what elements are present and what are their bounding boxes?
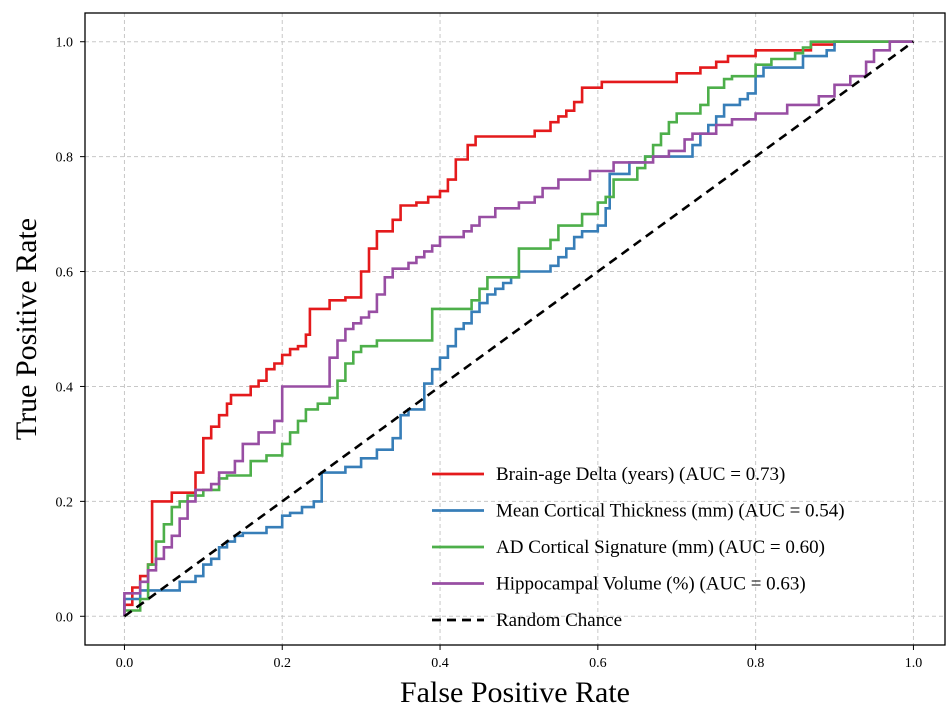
legend-label-1: Brain-age Delta (years) (AUC = 0.73)	[496, 464, 785, 485]
series-layer	[123, 40, 915, 618]
x-tick-label: 0.6	[589, 656, 607, 671]
legend-label-5: Random Chance	[496, 610, 622, 631]
y-tick-label: 0.0	[56, 610, 74, 625]
y-tick-label: 0.2	[56, 495, 74, 510]
x-tick-label: 0.4	[431, 656, 449, 671]
y-tick-label: 0.6	[56, 266, 74, 281]
legend-label-3: AD Cortical Signature (mm) (AUC = 0.60)	[496, 537, 825, 558]
y-axis-label: True Positive Rate	[10, 218, 43, 440]
series-line-2	[123, 40, 914, 617]
x-tick-label: 0.2	[273, 656, 291, 671]
ticks: 0.0 0.2 0.4 0.6 0.8 1.0 0.0 0.2 0.4 0.6 0.8 1.0	[56, 36, 923, 671]
x-tick-label: 0.0	[116, 656, 134, 671]
series-line-4	[123, 40, 914, 617]
y-tick-label: 1.0	[56, 36, 74, 51]
legend-label-2: Mean Cortical Thickness (mm) (AUC = 0.54…	[496, 501, 845, 522]
legend-label-4: Hippocampal Volume (%) (AUC = 0.63)	[496, 574, 806, 595]
series-line-1	[123, 40, 914, 617]
y-tick-label: 0.4	[56, 380, 74, 395]
x-tick-label: 0.8	[747, 656, 765, 671]
x-axis-label: False Positive Rate	[400, 676, 630, 707]
plot-frame	[84, 12, 946, 646]
x-tick-label: 1.0	[905, 656, 923, 671]
series-line-5	[123, 40, 915, 618]
y-tick-label: 0.8	[56, 151, 74, 166]
legend: Brain-age Delta (years) (AUC = 0.73) Mean…	[432, 464, 845, 631]
grid	[85, 13, 945, 645]
